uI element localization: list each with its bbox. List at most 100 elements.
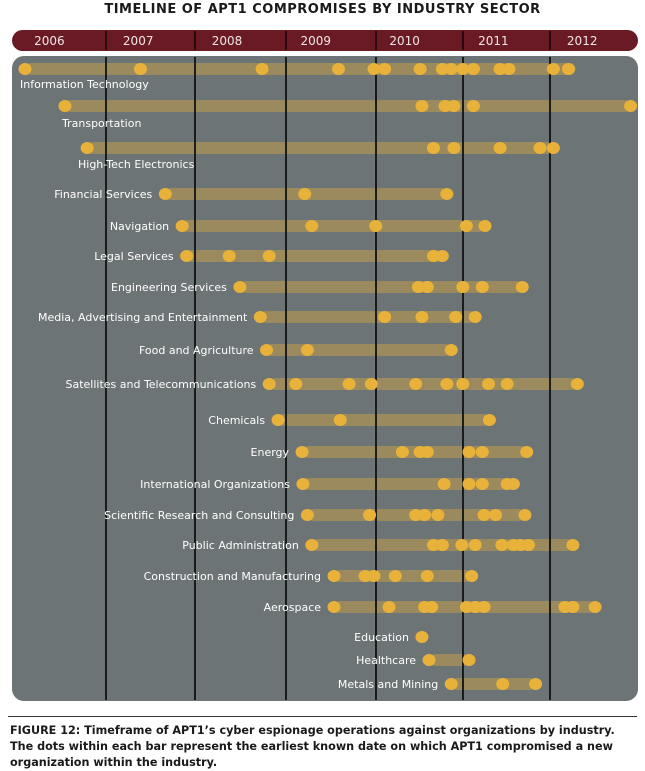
- dot-aerospace-6: [468, 601, 482, 613]
- bar-high-tech-electronics: [87, 142, 558, 154]
- dot-satellites-and-telecommunications-4: [364, 378, 378, 390]
- dot-satellites-and-telecommunications-7: [456, 378, 470, 390]
- label-food-and-agriculture: Food and Agriculture: [139, 344, 254, 357]
- dot-construction-and-manufacturing-5: [420, 570, 434, 582]
- dot-satellites-and-telecommunications-5: [409, 378, 423, 390]
- caption-divider: [8, 716, 637, 717]
- dot-navigation-4: [459, 220, 473, 232]
- dot-information-technology-5: [367, 63, 381, 75]
- dot-food-and-agriculture-2: [300, 344, 314, 356]
- bar-navigation: [182, 220, 485, 232]
- dot-navigation-5: [478, 220, 492, 232]
- dot-aerospace-10: [588, 601, 602, 613]
- dot-public-administration-6: [495, 539, 509, 551]
- dot-satellites-and-telecommunications-2: [289, 378, 303, 390]
- label-legal-services: Legal Services: [94, 250, 174, 263]
- dot-navigation-1: [175, 220, 189, 232]
- dot-media-advertising-and-entertainment-5: [468, 311, 482, 323]
- dot-construction-and-manufacturing-6: [465, 570, 479, 582]
- dot-aerospace-1: [327, 601, 341, 613]
- dot-scientific-research-and-consulting-3: [409, 509, 423, 521]
- dot-navigation-2: [305, 220, 319, 232]
- dot-information-technology-1: [18, 63, 32, 75]
- dot-healthcare-1: [422, 654, 436, 666]
- year-label-2011: 2011: [478, 34, 509, 48]
- bar-chemicals: [278, 414, 490, 426]
- dot-metals-and-mining-3: [529, 678, 543, 690]
- dot-engineering-services-6: [515, 281, 529, 293]
- dot-high-tech-electronics-5: [533, 142, 547, 154]
- dot-international-organizations-1: [296, 478, 310, 490]
- label-high-tech-electronics: High-Tech Electronics: [78, 158, 195, 171]
- dot-transportation-4: [447, 100, 461, 112]
- label-metals-and-mining: Metals and Mining: [338, 678, 438, 691]
- dot-education-1: [415, 631, 429, 643]
- dot-legal-services-5: [435, 250, 449, 262]
- dot-healthcare-2: [462, 654, 476, 666]
- dot-media-advertising-and-entertainment-2: [378, 311, 392, 323]
- dot-engineering-services-2: [411, 281, 425, 293]
- dot-transportation-3: [438, 100, 452, 112]
- dot-construction-and-manufacturing-2: [358, 570, 372, 582]
- label-construction-and-manufacturing: Construction and Manufacturing: [144, 570, 321, 583]
- label-information-technology: Information Technology: [20, 78, 149, 91]
- dot-satellites-and-telecommunications-6: [440, 378, 454, 390]
- year-label-2010: 2010: [389, 34, 420, 48]
- dot-aerospace-7: [477, 601, 491, 613]
- dot-aerospace-5: [459, 601, 473, 613]
- dot-information-technology-3: [255, 63, 269, 75]
- dot-international-organizations-4: [475, 478, 489, 490]
- dot-public-administration-9: [521, 539, 535, 551]
- bar-transportation: [64, 100, 631, 112]
- dot-legal-services-2: [222, 250, 236, 262]
- dot-financial-services-1: [158, 188, 172, 200]
- dot-food-and-agriculture-1: [260, 344, 274, 356]
- bar-legal-services: [186, 250, 443, 262]
- dot-high-tech-electronics-4: [493, 142, 507, 154]
- dot-public-administration-5: [468, 539, 482, 551]
- bar-metals-and-mining: [451, 678, 536, 690]
- dot-metals-and-mining-1: [444, 678, 458, 690]
- dot-information-technology-13: [502, 63, 516, 75]
- dot-chemicals-1: [271, 414, 285, 426]
- bar-food-and-agriculture: [266, 344, 452, 356]
- dot-international-organizations-6: [506, 478, 520, 490]
- label-chemicals: Chemicals: [208, 414, 265, 427]
- dot-aerospace-9: [566, 601, 580, 613]
- bar-healthcare: [429, 654, 469, 666]
- dot-satellites-and-telecommunications-9: [500, 378, 514, 390]
- dot-public-administration-3: [435, 539, 449, 551]
- dot-navigation-3: [369, 220, 383, 232]
- dot-media-advertising-and-entertainment-4: [449, 311, 463, 323]
- label-aerospace: Aerospace: [264, 601, 322, 614]
- year-gridlines: [105, 57, 551, 700]
- dot-satellites-and-telecommunications-10: [570, 378, 584, 390]
- dot-food-and-agriculture-3: [444, 344, 458, 356]
- dot-engineering-services-5: [475, 281, 489, 293]
- timeline-chart: 2006 2007 2008 2009 2010 2011 2012 Information…: [12, 30, 638, 701]
- bar-international-organizations: [302, 478, 514, 490]
- dot-information-technology-4: [331, 63, 345, 75]
- dot-financial-services-3: [440, 188, 454, 200]
- dot-engineering-services-1: [233, 281, 247, 293]
- label-healthcare: Healthcare: [356, 654, 416, 667]
- year-label-2009: 2009: [301, 34, 332, 48]
- label-public-administration: Public Administration: [182, 539, 299, 552]
- dot-energy-1: [295, 446, 309, 458]
- bar-information-technology: [25, 63, 576, 75]
- label-education: Education: [354, 631, 409, 644]
- dot-energy-2: [395, 446, 409, 458]
- label-satellites-and-telecommunications: Satellites and Telecommunications: [65, 378, 256, 391]
- dot-information-technology-8: [435, 63, 449, 75]
- dot-legal-services-3: [262, 250, 276, 262]
- dot-information-technology-11: [466, 63, 480, 75]
- dot-information-technology-2: [133, 63, 147, 75]
- dot-energy-7: [520, 446, 534, 458]
- dot-transportation-5: [466, 100, 480, 112]
- dot-transportation-2: [415, 100, 429, 112]
- dot-information-technology-10: [456, 63, 470, 75]
- dot-information-technology-7: [413, 63, 427, 75]
- dot-high-tech-electronics-6: [546, 142, 560, 154]
- sector-labels: Information Technology Transportation High…: [20, 78, 438, 691]
- year-label-2008: 2008: [212, 34, 243, 48]
